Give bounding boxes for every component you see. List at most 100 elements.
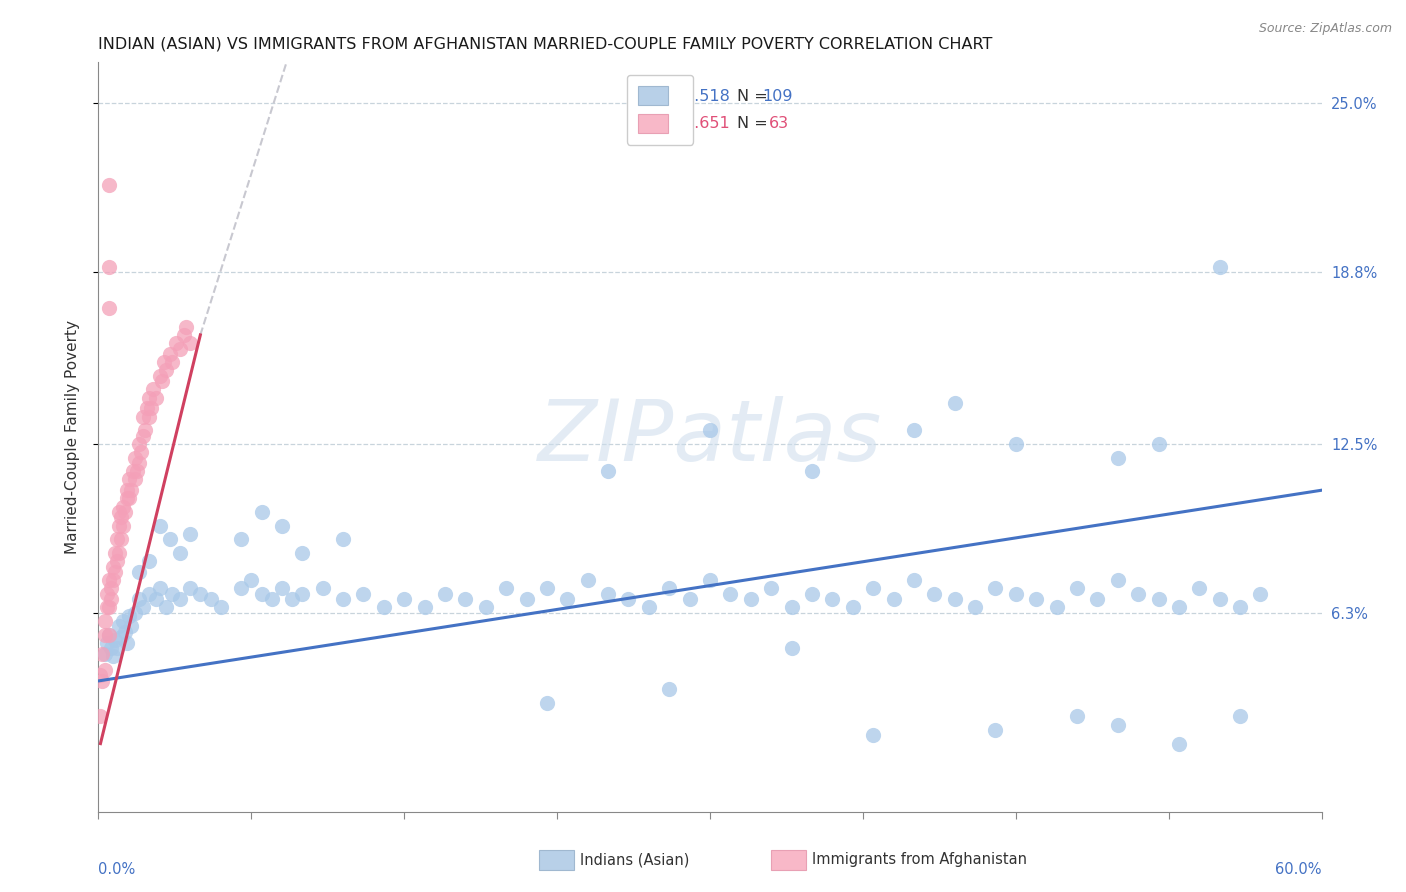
Point bbox=[169, 342, 191, 356]
Point bbox=[658, 682, 681, 697]
Point bbox=[132, 600, 155, 615]
Point bbox=[943, 396, 966, 410]
Point bbox=[114, 505, 136, 519]
Point bbox=[132, 409, 155, 424]
Legend: , : , bbox=[627, 75, 693, 145]
Point bbox=[1167, 737, 1189, 751]
Point bbox=[105, 641, 128, 656]
Point bbox=[718, 587, 742, 601]
Point bbox=[862, 582, 884, 596]
Point bbox=[1229, 600, 1251, 615]
Point bbox=[96, 587, 118, 601]
Point bbox=[141, 401, 163, 416]
Point bbox=[101, 649, 124, 664]
Point bbox=[96, 636, 118, 650]
Point bbox=[179, 526, 201, 541]
Point bbox=[138, 554, 160, 568]
Point bbox=[124, 606, 146, 620]
Point bbox=[145, 592, 167, 607]
Point bbox=[104, 546, 127, 560]
Point bbox=[104, 565, 127, 579]
Point bbox=[984, 582, 1007, 596]
Point bbox=[801, 464, 824, 478]
Point bbox=[97, 627, 120, 641]
Point bbox=[637, 600, 661, 615]
Point bbox=[1107, 573, 1129, 587]
Point bbox=[260, 592, 283, 607]
Point bbox=[373, 600, 395, 615]
Point bbox=[332, 592, 354, 607]
Point bbox=[108, 518, 131, 533]
Point bbox=[240, 573, 263, 587]
Point bbox=[134, 423, 156, 437]
Text: Source: ZipAtlas.com: Source: ZipAtlas.com bbox=[1258, 22, 1392, 36]
Point bbox=[155, 600, 177, 615]
Point bbox=[598, 464, 620, 478]
Text: 0.0%: 0.0% bbox=[98, 863, 135, 877]
Point bbox=[699, 423, 721, 437]
Point bbox=[110, 631, 132, 645]
Point bbox=[536, 582, 558, 596]
Point bbox=[124, 472, 146, 486]
Point bbox=[97, 178, 120, 192]
Point bbox=[841, 600, 863, 615]
Point bbox=[93, 627, 115, 641]
Point bbox=[434, 587, 457, 601]
Point bbox=[1209, 260, 1232, 274]
Point bbox=[174, 319, 197, 334]
Point bbox=[780, 600, 803, 615]
Point bbox=[96, 600, 118, 615]
Point bbox=[149, 518, 172, 533]
Point bbox=[100, 641, 122, 656]
Text: 0.651: 0.651 bbox=[685, 116, 730, 131]
Text: Indians (Asian): Indians (Asian) bbox=[579, 853, 689, 867]
Point bbox=[138, 587, 160, 601]
Point bbox=[332, 533, 354, 547]
Point bbox=[179, 582, 201, 596]
Point bbox=[209, 600, 232, 615]
Point bbox=[922, 587, 945, 601]
Point bbox=[115, 483, 138, 498]
Text: ZIPatlas: ZIPatlas bbox=[538, 395, 882, 479]
Point bbox=[145, 391, 167, 405]
Point bbox=[291, 546, 314, 560]
Point bbox=[1167, 600, 1189, 615]
Text: 0.518: 0.518 bbox=[685, 88, 730, 103]
Point bbox=[108, 505, 131, 519]
Point bbox=[495, 582, 517, 596]
Point bbox=[91, 673, 114, 688]
Point bbox=[108, 546, 131, 560]
Point bbox=[118, 491, 141, 506]
Point bbox=[188, 587, 212, 601]
Point bbox=[93, 614, 115, 628]
Point bbox=[699, 573, 721, 587]
Point bbox=[159, 533, 181, 547]
Point bbox=[270, 518, 294, 533]
Point bbox=[128, 437, 150, 451]
Point bbox=[1229, 709, 1251, 723]
Point bbox=[943, 592, 966, 607]
Text: N =: N = bbox=[737, 116, 773, 131]
Point bbox=[1066, 582, 1088, 596]
Point bbox=[658, 582, 681, 596]
Point bbox=[231, 582, 253, 596]
Point bbox=[128, 592, 150, 607]
Point bbox=[105, 554, 128, 568]
Point bbox=[93, 647, 115, 661]
Text: INDIAN (ASIAN) VS IMMIGRANTS FROM AFGHANISTAN MARRIED-COUPLE FAMILY POVERTY CORR: INDIAN (ASIAN) VS IMMIGRANTS FROM AFGHAN… bbox=[98, 37, 993, 52]
Point bbox=[780, 641, 803, 656]
Point bbox=[352, 587, 374, 601]
Point bbox=[231, 533, 253, 547]
Point bbox=[761, 582, 783, 596]
Point bbox=[138, 409, 160, 424]
Point bbox=[740, 592, 762, 607]
Point bbox=[555, 592, 579, 607]
Point bbox=[104, 633, 127, 648]
Point bbox=[114, 624, 136, 639]
Point bbox=[110, 533, 132, 547]
Point bbox=[97, 573, 120, 587]
Point bbox=[801, 587, 824, 601]
Point bbox=[165, 336, 187, 351]
Text: Immigrants from Afghanistan: Immigrants from Afghanistan bbox=[813, 853, 1026, 867]
Point bbox=[1004, 587, 1026, 601]
